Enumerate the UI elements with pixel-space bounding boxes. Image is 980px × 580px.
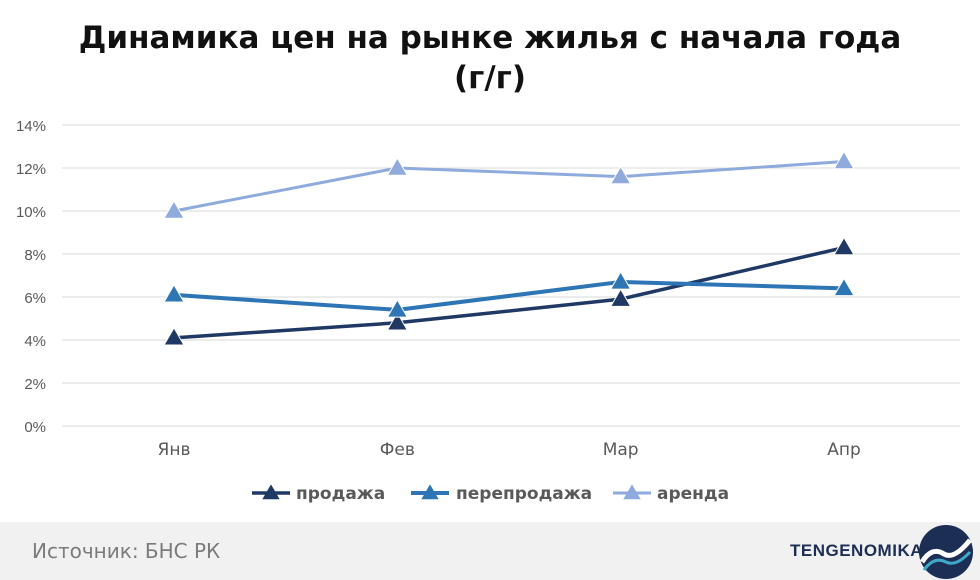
x-axis-ticks: Янв Фев Мар Апр (158, 440, 861, 460)
x-tick-label: Фев (380, 440, 415, 460)
chart-title: Динамика цен на рынке жилья с начала год… (0, 18, 980, 98)
y-tick-label: 10% (16, 204, 46, 221)
y-axis-ticks: 0% 2% 4% 6% 8% 10% 12% 14% (16, 118, 46, 436)
series-line (172, 245, 846, 340)
y-tick-label: 0% (24, 419, 46, 436)
y-tick-label: 12% (16, 161, 46, 178)
data-point-marker (386, 298, 409, 318)
legend-item: перепродажа (411, 484, 592, 504)
x-tick-label: Мар (603, 440, 639, 460)
x-tick-label: Янв (158, 440, 191, 460)
brand-name: TENGENOMIKA (790, 541, 923, 560)
data-point-marker (163, 283, 185, 303)
source-note: Источник: БНС РК (32, 539, 221, 563)
chart-title-line-2: (г/г) (453, 60, 527, 96)
data-point-marker (163, 200, 185, 219)
legend-item: аренда (613, 484, 729, 504)
legend-label: продажа (296, 484, 385, 504)
y-tick-label: 4% (24, 333, 46, 350)
series-line (172, 160, 846, 213)
brand-logo-icon (919, 525, 973, 579)
data-point-marker (386, 157, 409, 176)
chart-title-line-1: Динамика цен на рынке жилья с начала год… (78, 20, 902, 56)
data-point-marker (163, 326, 185, 346)
footer-bar: Источник: БНС РК TENGENOMIKA (0, 522, 980, 580)
legend-item: продажа (252, 484, 385, 504)
series-line (172, 279, 846, 312)
y-tick-label: 6% (24, 290, 46, 307)
data-point-marker (833, 236, 855, 256)
y-tick-label: 14% (16, 118, 46, 135)
gridlines (62, 124, 960, 427)
legend-swatch-marker (421, 484, 439, 500)
data-point-marker (609, 288, 632, 307)
legend-swatch-marker (623, 484, 641, 500)
legend-label: аренда (657, 484, 729, 504)
legend-swatch-marker (262, 484, 280, 500)
y-tick-label: 8% (24, 247, 46, 264)
line-chart: 0% 2% 4% 6% 8% 10% 12% 14% Янв Фев Мар Апр продажа… (16, 118, 960, 504)
data-point-marker (833, 150, 855, 170)
series-lines (163, 150, 855, 346)
x-tick-label: Апр (827, 440, 861, 460)
data-point-marker (833, 277, 855, 297)
data-point-marker (609, 271, 632, 290)
data-point-marker (609, 165, 632, 185)
data-point-marker (386, 311, 409, 331)
legend-label: перепродажа (456, 484, 592, 504)
legend: продажа перепродажа аренда (252, 484, 729, 504)
y-tick-label: 2% (24, 376, 46, 393)
